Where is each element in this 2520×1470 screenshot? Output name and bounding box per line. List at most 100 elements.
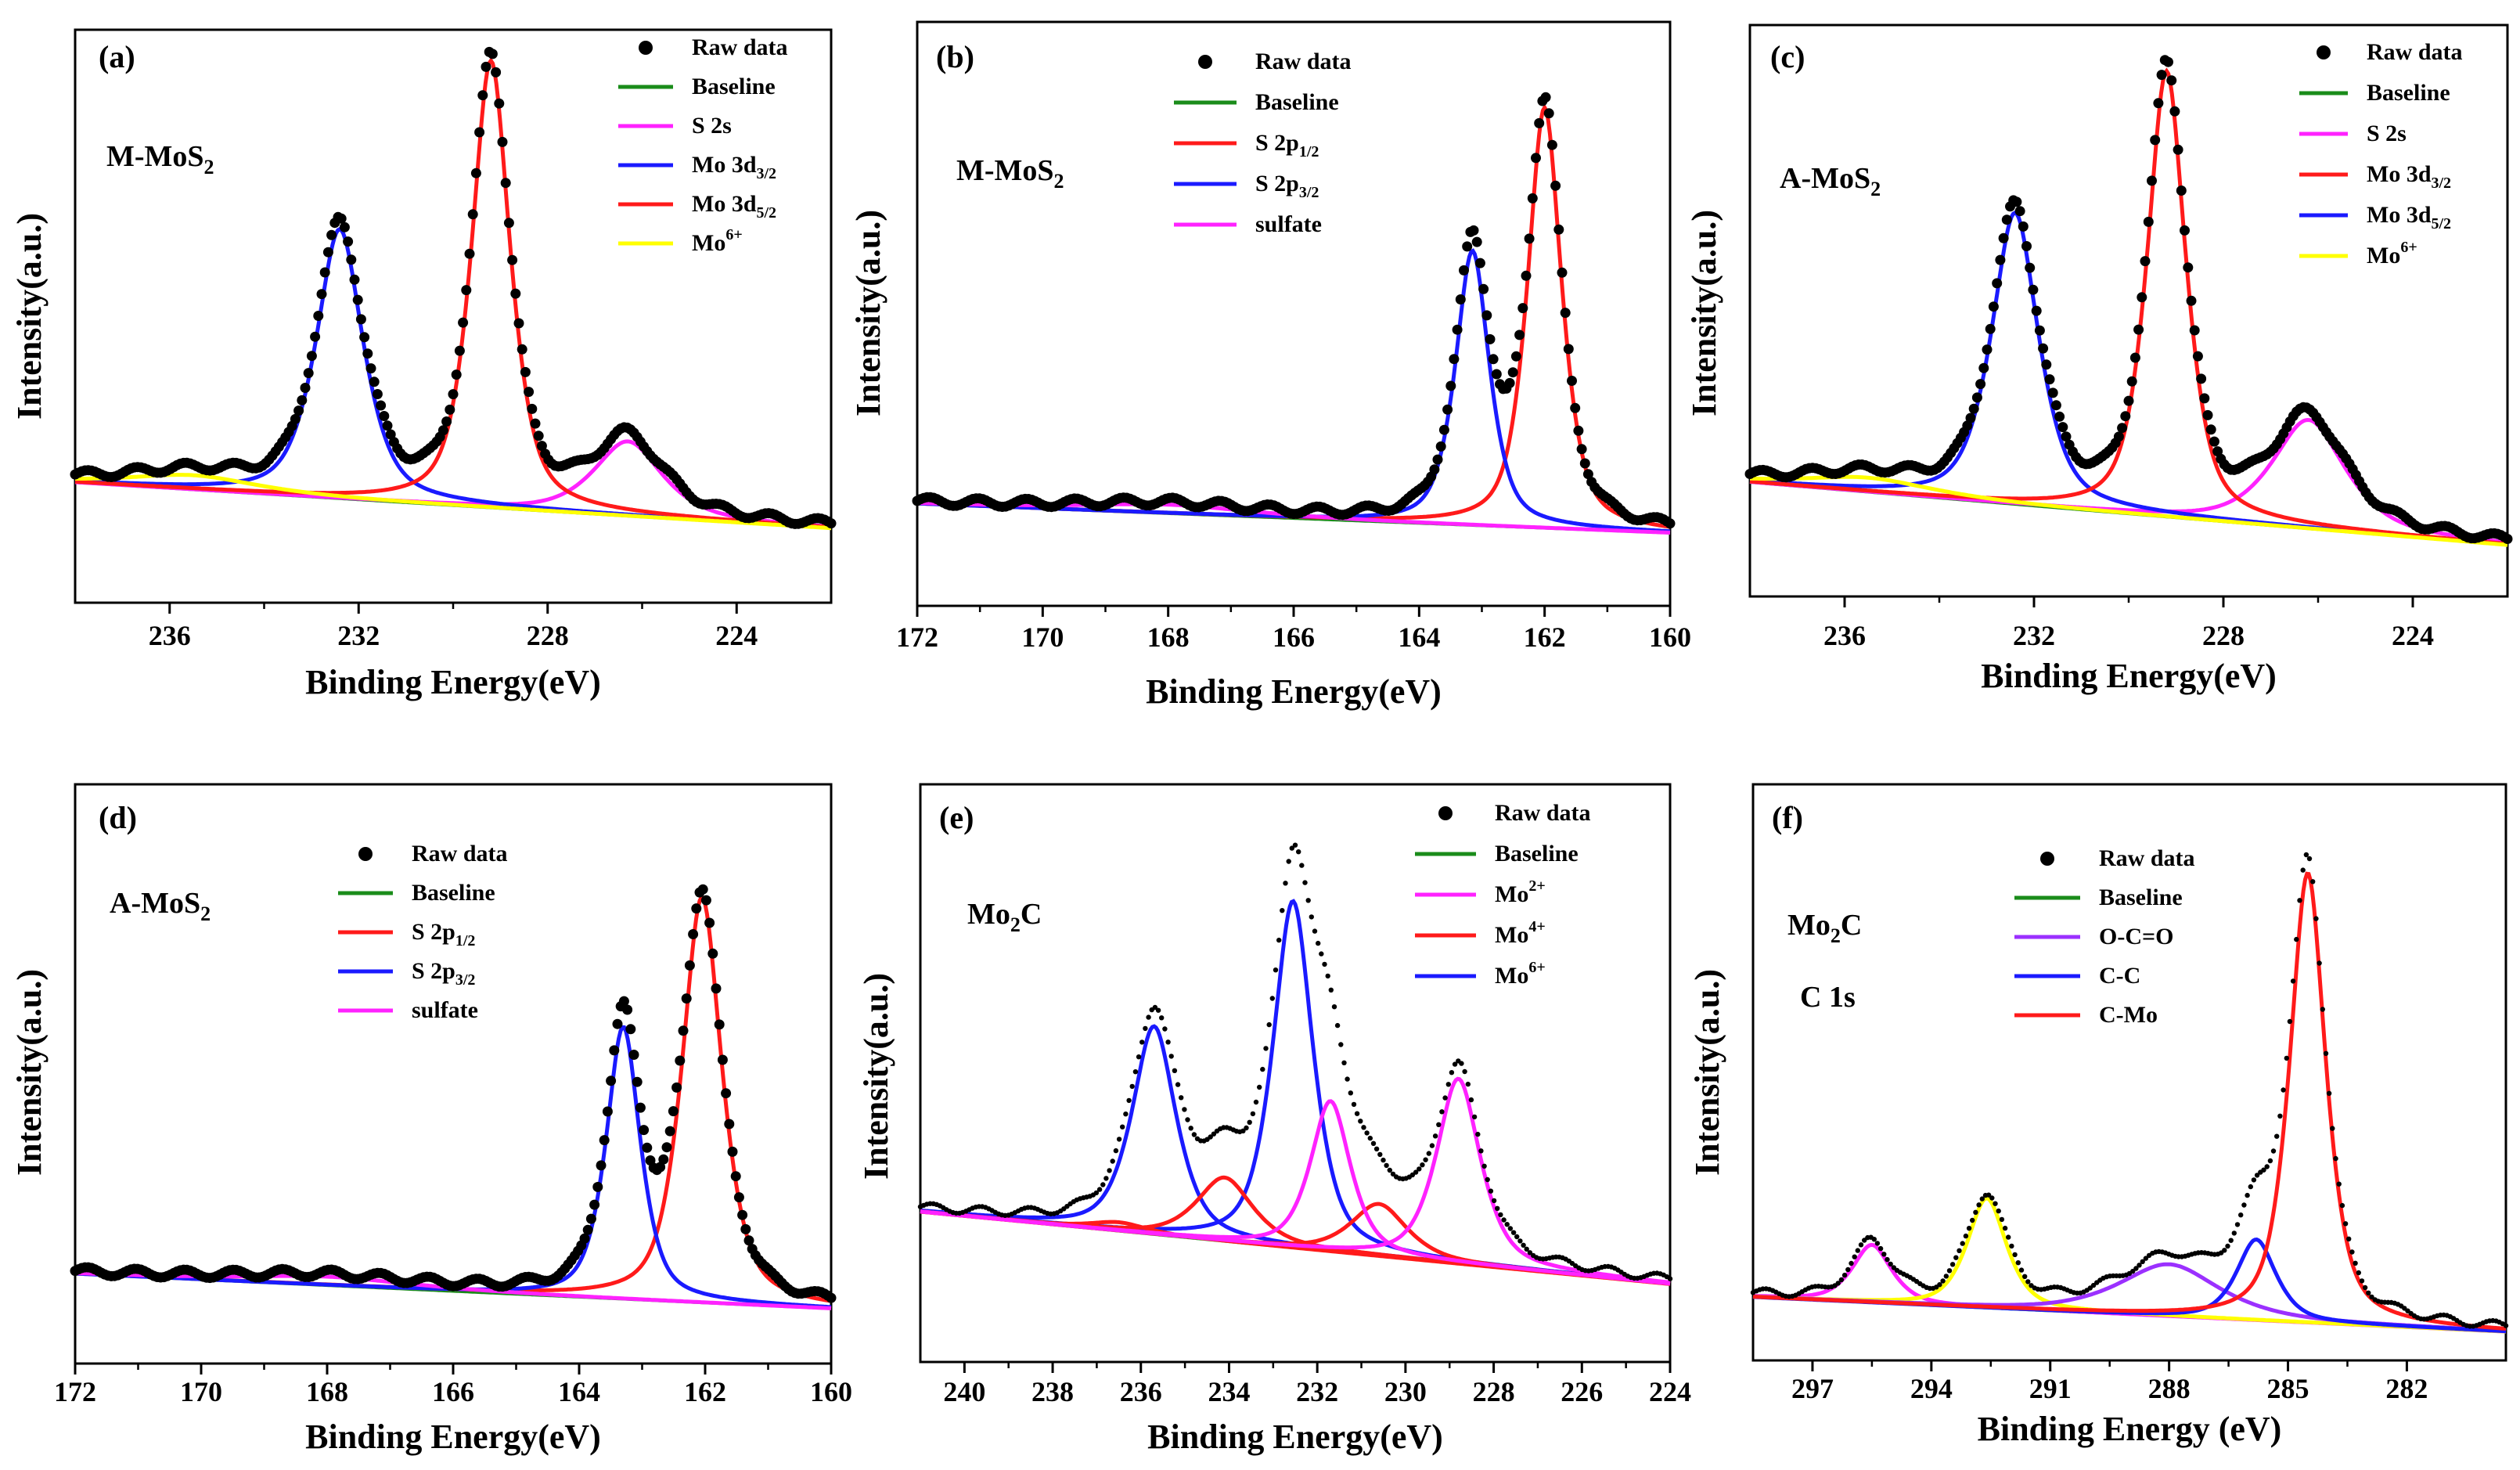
raw-data-point bbox=[454, 345, 465, 356]
raw-data-point bbox=[1420, 1162, 1425, 1168]
raw-data-point bbox=[2222, 1248, 2227, 1253]
fit-peak-o-c-o bbox=[1753, 1242, 2507, 1334]
raw-data-point bbox=[1100, 1182, 1106, 1187]
raw-data-point bbox=[691, 903, 702, 914]
raw-data-point bbox=[1975, 379, 1986, 390]
raw-data-point bbox=[1540, 92, 1551, 103]
raw-data-point bbox=[2320, 1007, 2325, 1012]
raw-data-point bbox=[1962, 420, 1973, 431]
raw-data-point bbox=[632, 1076, 643, 1087]
raw-data-point bbox=[2209, 436, 2219, 447]
x-tick-label: 224 bbox=[2392, 620, 2434, 651]
raw-data-point bbox=[1988, 301, 1999, 312]
raw-data-point bbox=[1459, 265, 1469, 276]
raw-data-point bbox=[1462, 241, 1473, 252]
panel-label: (e) bbox=[939, 800, 974, 835]
raw-data-point bbox=[1985, 1192, 1992, 1198]
raw-data-point bbox=[2189, 325, 2200, 336]
raw-data-point bbox=[714, 1019, 725, 1030]
raw-data-point bbox=[1465, 1081, 1471, 1087]
raw-data-point bbox=[1960, 1241, 1965, 1246]
legend-entry: Mo6+ bbox=[1495, 959, 1546, 989]
raw-data-point bbox=[2147, 175, 2157, 186]
raw-data-point bbox=[2006, 1234, 2011, 1240]
raw-data-point bbox=[1305, 898, 1311, 903]
raw-data-point bbox=[1116, 1137, 1122, 1142]
raw-data-point bbox=[2057, 422, 2068, 433]
x-tick-label: 285 bbox=[2267, 1373, 2309, 1404]
raw-data-point bbox=[658, 1154, 669, 1165]
raw-data-point bbox=[1471, 1114, 1478, 1120]
raw-data-point bbox=[1971, 392, 1982, 403]
raw-data-point bbox=[1963, 1233, 1969, 1239]
raw-data-point bbox=[1296, 849, 1301, 855]
fit-peak-s-2s bbox=[1749, 417, 2508, 545]
raw-data-point bbox=[2137, 1263, 2142, 1268]
raw-data-point bbox=[1845, 1266, 1851, 1273]
raw-data-point bbox=[2297, 898, 2302, 903]
panel-label: (d) bbox=[99, 800, 137, 835]
raw-data-point bbox=[1995, 254, 2006, 265]
fit-peak-s-2p3-2 bbox=[916, 248, 1671, 534]
legend: Raw data Baseline O-C=O C-C C-Mo bbox=[2014, 845, 2195, 1028]
raw-data-point bbox=[319, 267, 330, 278]
raw-data-point bbox=[625, 1024, 636, 1035]
raw-data-point bbox=[2044, 374, 2055, 385]
raw-data-point bbox=[1361, 1125, 1366, 1130]
raw-data-point bbox=[2150, 135, 2161, 146]
raw-data-point bbox=[2022, 1274, 2028, 1280]
raw-data-point bbox=[2366, 1290, 2371, 1296]
raw-data-point bbox=[1341, 1060, 1347, 1066]
fit-peak-c-c bbox=[1752, 1238, 2507, 1334]
legend-entry: S 2p3/2 bbox=[1255, 171, 1319, 201]
panel-c: (c) A-MoS2 Intensity(a.u.) Binding Energ… bbox=[1685, 23, 2513, 695]
x-tick-label: 230 bbox=[1384, 1376, 1427, 1407]
legend-entry: Mo2+ bbox=[1495, 877, 1546, 907]
raw-data-point bbox=[376, 400, 387, 411]
x-axis-label: Binding Energy (eV) bbox=[1978, 1410, 2282, 1448]
raw-data-point bbox=[1316, 940, 1321, 946]
raw-data-point bbox=[2192, 351, 2203, 362]
raw-data-point bbox=[2310, 879, 2316, 885]
raw-data-point bbox=[1319, 951, 1324, 957]
raw-data-point bbox=[2034, 325, 2045, 336]
raw-data-point bbox=[1667, 1276, 1673, 1281]
raw-data-point bbox=[1481, 1163, 1487, 1169]
raw-data-point bbox=[1429, 1143, 1435, 1148]
raw-data-point bbox=[1501, 1217, 1507, 1223]
legend-marker bbox=[358, 847, 373, 861]
raw-data-point bbox=[2014, 206, 2025, 217]
raw-data-point bbox=[1527, 193, 1538, 204]
raw-data-point bbox=[2330, 1126, 2335, 1131]
raw-data-point bbox=[1152, 1004, 1158, 1011]
raw-data-point bbox=[2025, 262, 2036, 273]
raw-data-point bbox=[635, 1102, 646, 1113]
fit-curves bbox=[920, 899, 1671, 1286]
legend: Raw data Baseline S 2p1/2 S 2p3/2 sulfate bbox=[338, 841, 508, 1023]
raw-data-point bbox=[2362, 1284, 2368, 1291]
fit-peak-mo6- bbox=[1750, 474, 2508, 547]
raw-data-points bbox=[1744, 55, 2513, 544]
raw-data-point bbox=[2050, 400, 2061, 411]
y-axis-label: Intensity(a.u.) bbox=[1685, 210, 1723, 416]
raw-data-point bbox=[1322, 961, 1327, 967]
raw-data-point bbox=[2163, 56, 2173, 67]
raw-data-point bbox=[2180, 225, 2190, 236]
raw-data-point bbox=[628, 1050, 639, 1060]
raw-data-point bbox=[1159, 1015, 1165, 1021]
raw-data-point bbox=[681, 993, 692, 1004]
raw-data-point bbox=[2326, 1090, 2332, 1097]
raw-data-point bbox=[2018, 1267, 2025, 1273]
raw-data-point bbox=[717, 1054, 728, 1065]
raw-data-point bbox=[675, 1055, 686, 1066]
raw-data-point bbox=[520, 366, 531, 377]
x-tick-label: 236 bbox=[149, 620, 191, 651]
raw-data-point bbox=[733, 1192, 744, 1203]
raw-data-point bbox=[1155, 1007, 1161, 1013]
raw-data-point bbox=[1426, 1151, 1432, 1156]
raw-data-point bbox=[2011, 196, 2022, 207]
y-axis-label: Intensity(a.u.) bbox=[857, 973, 895, 1180]
panel-f: (f) Mo2C C 1s Intensity(a.u.) Binding En… bbox=[1688, 783, 2509, 1448]
raw-data-point bbox=[2317, 960, 2322, 966]
raw-data-point bbox=[379, 411, 390, 421]
